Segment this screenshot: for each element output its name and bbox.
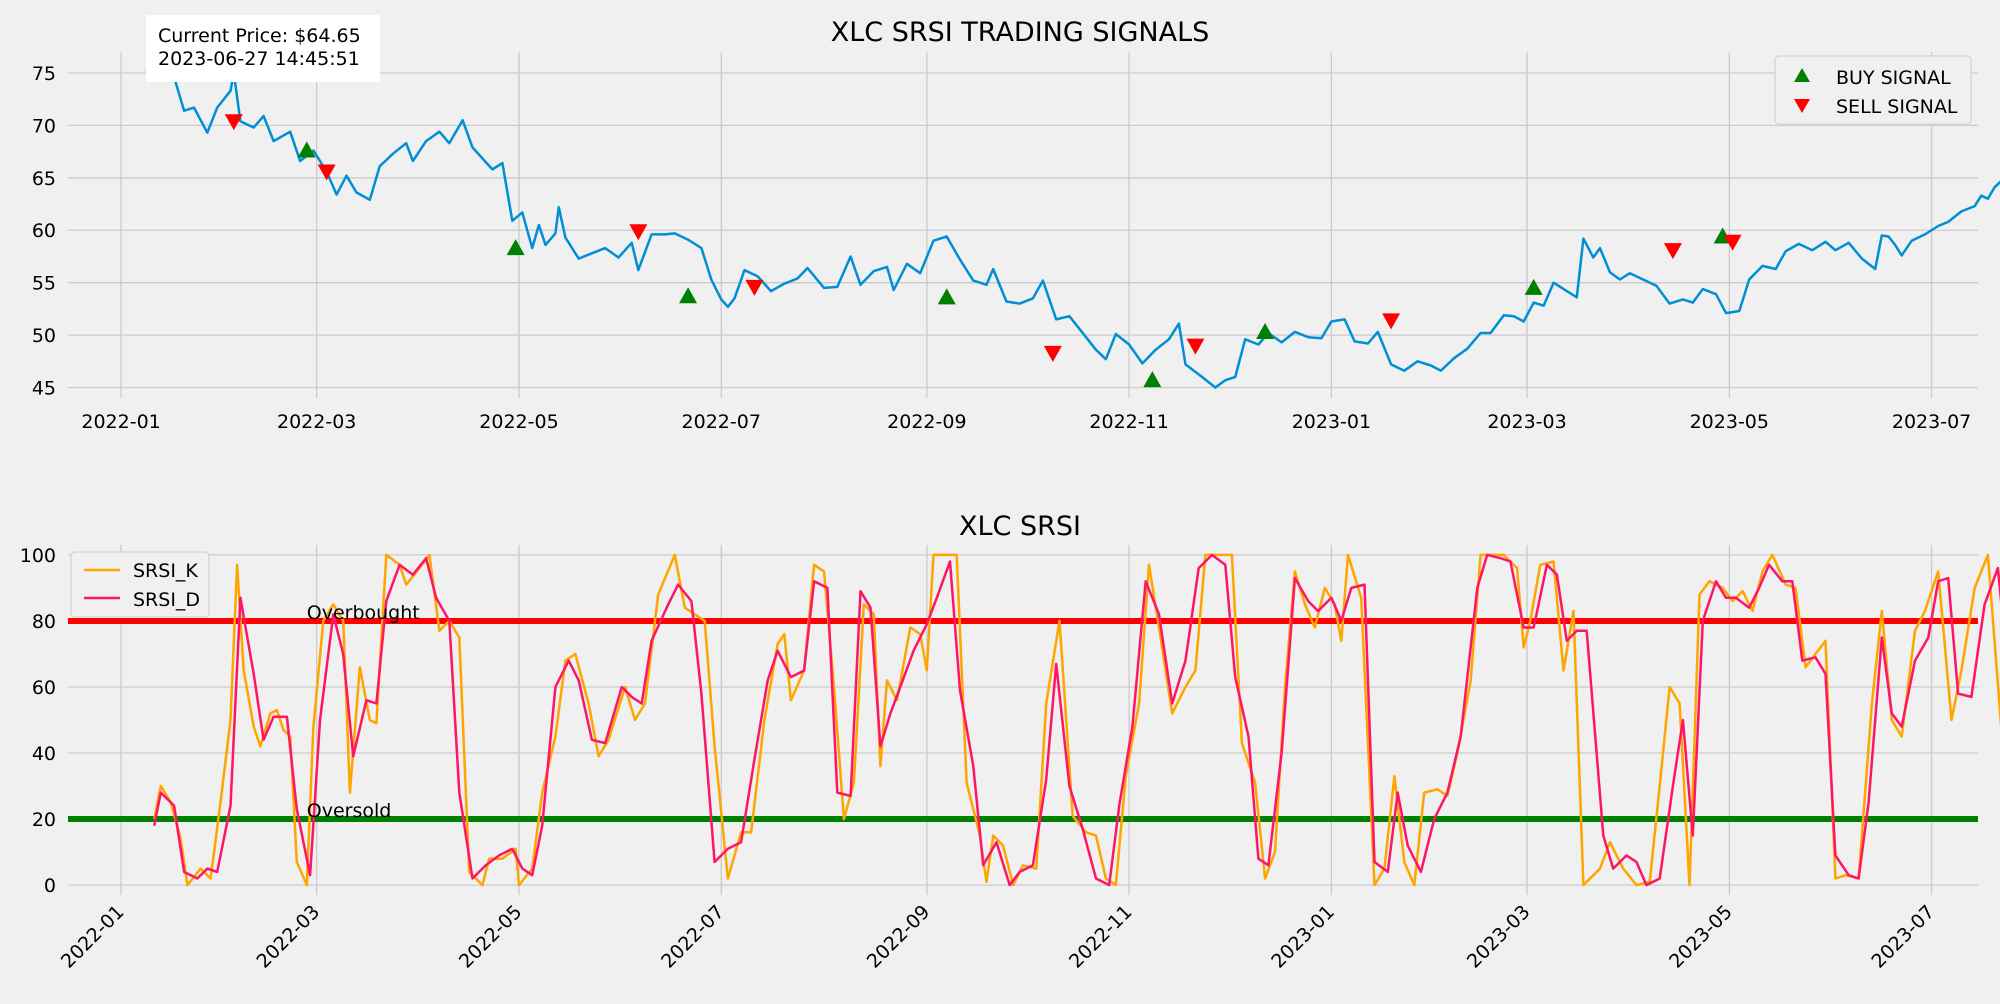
y-tick-label: 75 [32, 63, 56, 85]
y-tick-label: 100 [20, 545, 56, 567]
sell-signal-marker [1723, 234, 1742, 251]
sell-signal-marker [629, 224, 648, 241]
buy-signal-marker [679, 287, 698, 304]
threshold-label-overbought: Overbought [307, 602, 420, 624]
y-tick-label: 65 [32, 168, 56, 190]
sell-signal-marker [745, 279, 764, 296]
legend-sell-label: SELL SIGNAL [1836, 96, 1958, 118]
x-tick-label: 2023-03 [1487, 411, 1566, 433]
annotation-box [146, 15, 380, 82]
sell-signal-marker [1663, 243, 1682, 260]
bottom-legend-frame [70, 551, 210, 618]
y-tick-label: 50 [32, 325, 56, 347]
x-tick-label: 2023-05 [1690, 411, 1769, 433]
legend-sell-icon [1794, 99, 1810, 113]
price-plot-area: 45 50 55 60 65 70 75 2022-01 2022-03 2022-05 2022-… [32, 52, 2000, 433]
x-tick-label: 2023-07 [1892, 411, 1971, 433]
y-tick-label: 20 [32, 809, 56, 831]
top-chart-title: XLC SRSI TRADING SIGNALS [831, 17, 1210, 48]
x-tick-label: 2022-01 [81, 411, 160, 433]
x-tick-label: 2022-05 [479, 411, 558, 433]
y-tick-label: 45 [32, 378, 56, 400]
y-tick-label: 60 [32, 220, 56, 242]
buy-signal-marker [1524, 278, 1543, 295]
price-line [153, 62, 2000, 389]
y-tick-label: 55 [32, 273, 56, 295]
x-tick-label: 2022-11 [1089, 411, 1168, 433]
top-legend: BUY SIGNAL SELL SIGNAL [1774, 55, 1972, 125]
bottom-chart-title: XLC SRSI [959, 511, 1081, 542]
legend-buy-icon [1794, 68, 1810, 82]
top-legend-frame [1774, 55, 1972, 125]
y-tick-label: 0 [44, 875, 56, 897]
sell-signal-marker [224, 114, 243, 131]
buy-signal-marker [1143, 371, 1162, 388]
legend-srsi-k-label: SRSI_K [133, 560, 198, 582]
x-tick-label: 2023-01 [1292, 411, 1371, 433]
y-tick-label: 60 [32, 677, 56, 699]
y-tick-label: 80 [32, 611, 56, 633]
threshold-label-oversold: Oversold [307, 800, 392, 822]
sell-signal-marker [1043, 345, 1062, 362]
annotation-timestamp: 2023-06-27 14:45:51 [158, 48, 360, 70]
sell-signal-marker [317, 164, 336, 181]
legend-srsi-d-label: SRSI_D [133, 589, 200, 611]
x-tick-label: 2022-07 [682, 411, 761, 433]
legend-buy-label: BUY SIGNAL [1836, 67, 1951, 89]
current-price-annotation: Current Price: $64.65 2023-06-27 14:45:5… [146, 15, 380, 82]
x-tick-label: 2022-03 [277, 411, 356, 433]
buy-signal-marker [506, 239, 525, 256]
sell-signal-marker [1382, 313, 1401, 330]
bottom-legend: SRSI_K SRSI_D [70, 551, 210, 618]
y-tick-label: 70 [32, 115, 56, 137]
buy-signal-marker [297, 141, 316, 158]
x-tick-label: 2022-09 [887, 411, 966, 433]
y-tick-label: 40 [32, 743, 56, 765]
annotation-current-price: Current Price: $64.65 [158, 25, 361, 47]
sell-signal-marker [1186, 338, 1205, 355]
buy-signal-marker [937, 288, 956, 305]
buy-signal-marker [1256, 322, 1275, 339]
srsi-d-line [152, 553, 2000, 887]
